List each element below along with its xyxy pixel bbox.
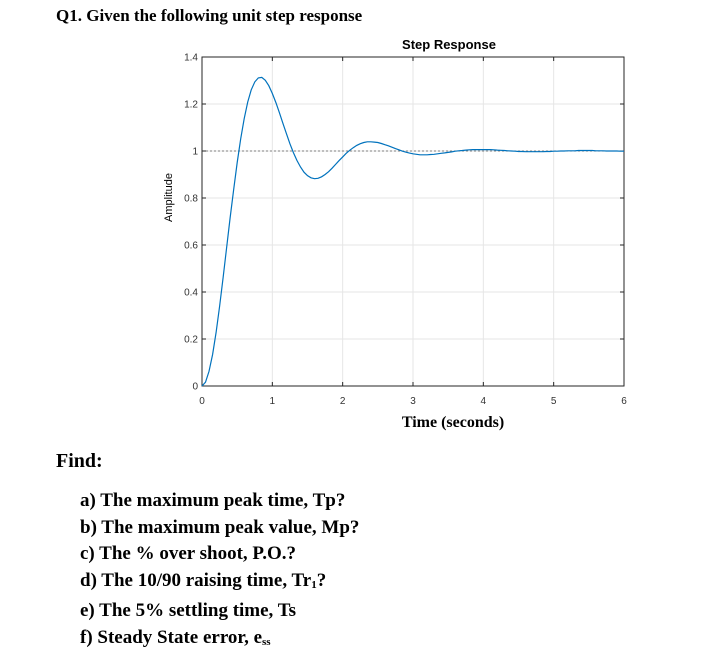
y-tick-label-5: 1: [192, 147, 198, 158]
question-part-d: d) The 10/90 raising time, Tr1?: [80, 569, 327, 591]
question-part-c: c) The % over shoot, P.O.?: [80, 541, 359, 568]
x-tick-label-3: 3: [410, 396, 416, 407]
y-tick-label-7: 1.4: [184, 53, 198, 64]
y-tick-label-4: 0.8: [184, 194, 198, 205]
y-tick-label-3: 0.6: [184, 241, 198, 252]
question-part-f-subscript: ss: [262, 635, 271, 648]
question-part-e-text: e) The 5% settling time, Ts: [80, 600, 297, 621]
x-tick-label-6: 6: [621, 396, 627, 407]
x-tick-label-2: 2: [340, 396, 346, 407]
y-axis-label: Amplitude: [163, 173, 175, 222]
step-response-chart: 0 1 2 3 4 5 6 0 0.2 0.4 0.6 0.8 1 1.2 1.4 Step Response…: [163, 37, 627, 431]
y-tick-label-6: 1.2: [184, 100, 198, 111]
question-part-c-text: c) The % over shoot, P.O.?: [80, 543, 297, 564]
question-part-f: f) Steady State error, ess: [80, 625, 359, 655]
question-part-b: b) The maximum peak value, Mp?: [80, 515, 359, 542]
x-tick-label-1: 1: [270, 396, 276, 407]
x-tick-label-5: 5: [551, 396, 557, 407]
x-axis-label: Time (seconds): [402, 414, 504, 431]
x-tick-label-0: 0: [199, 396, 205, 407]
question-part-b-text: b) The maximum peak value, Mp?: [80, 516, 360, 538]
question-part-d-text: d) The 10/90 raising time, Tr: [80, 569, 312, 591]
question-part-a-text: a) The maximum peak time, Tp?: [80, 490, 346, 511]
question-part-e: e) The 5% settling time, Ts: [80, 598, 359, 625]
y-tick-label-1: 0.2: [184, 335, 198, 346]
question-part-f-text: f) Steady State error, e: [80, 626, 263, 648]
question-parts-list: a) The maximum peak time, Tp? b) The max…: [80, 488, 359, 655]
question-part-a: a) The maximum peak time, Tp?: [80, 488, 359, 515]
response-line-0: [201, 76, 624, 387]
chart-title: Step Response: [402, 37, 496, 52]
question-part-d-subscript: 1: [311, 578, 317, 591]
x-tick-label-4: 4: [481, 396, 487, 407]
question-title: Q1. Given the following unit step respon…: [56, 6, 363, 25]
y-tick-label-0: 0: [192, 382, 198, 393]
y-tick-label-2: 0.4: [184, 288, 198, 299]
find-label: Find:: [56, 450, 103, 472]
